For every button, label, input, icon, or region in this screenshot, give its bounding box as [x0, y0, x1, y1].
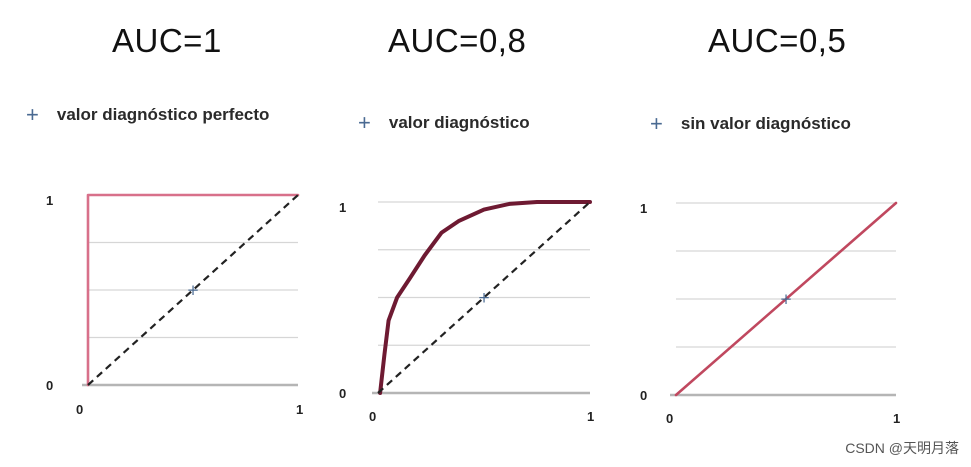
x-tick-1: 1 [587, 409, 594, 424]
roc-curve [378, 200, 592, 395]
y-tick-0: 0 [339, 386, 346, 401]
legend-2: + valor diagnóstico [358, 112, 530, 134]
chart-3: 0 1 0 1 + [640, 201, 900, 426]
plus-icon: + [358, 110, 371, 135]
plus-icon: + [26, 102, 39, 127]
roc-curve [674, 201, 898, 397]
y-tick-0: 0 [46, 378, 53, 393]
legend-label-3: sin valor diagnóstico [680, 114, 851, 133]
legend-label-1: valor diagnóstico perfecto [56, 105, 270, 124]
x-tick-0: 0 [369, 409, 376, 424]
x-tick-0: 0 [666, 411, 673, 426]
chart-1: 0 1 0 1 + [46, 193, 303, 417]
center-marker: + [780, 290, 793, 308]
roc-curve [86, 193, 300, 387]
panel-title-1: AUC=1 [112, 22, 222, 59]
plus-icon: + [650, 111, 663, 136]
center-marker: + [187, 281, 200, 299]
x-tick-1: 1 [893, 411, 900, 426]
legend-label-2: valor diagnóstico [388, 113, 530, 132]
y-tick-1: 1 [640, 201, 647, 216]
x-tick-1: 1 [296, 402, 303, 417]
x-tick-0: 0 [76, 402, 83, 417]
panel-title-2: AUC=0,8 [388, 22, 527, 59]
y-tick-1: 1 [339, 200, 346, 215]
chart-2: 0 1 0 1 + [339, 200, 594, 424]
legend-1: + valor diagnóstico perfecto [26, 104, 269, 126]
center-marker: + [478, 289, 491, 307]
panel-title-3: AUC=0,5 [708, 22, 847, 59]
watermark: CSDN @天明月落 [845, 440, 959, 456]
y-tick-1: 1 [46, 193, 53, 208]
legend-3: + sin valor diagnóstico [650, 113, 851, 135]
y-tick-0: 0 [640, 388, 647, 403]
